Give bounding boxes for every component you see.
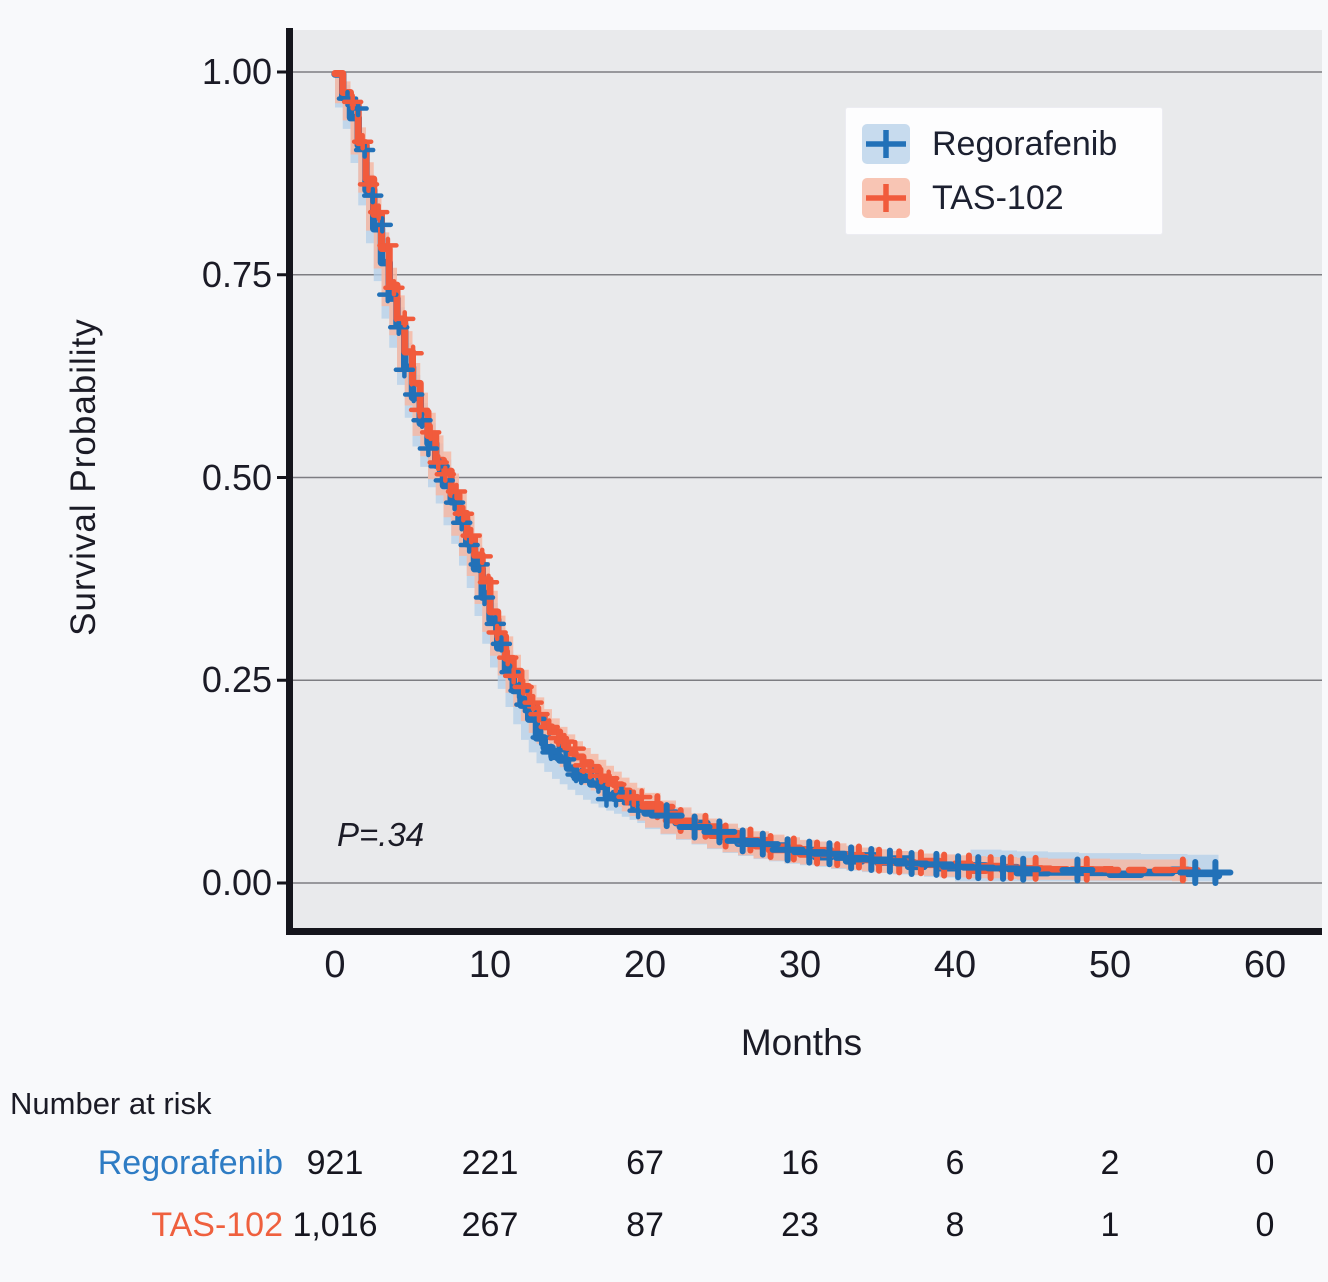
km-plot-canvas xyxy=(277,69,1322,886)
legend-item-regorafenib: Regorafenib xyxy=(862,122,1144,166)
p-value-annotation: P=.34 xyxy=(337,816,425,853)
risk-row-label-tas-102: TAS-102 xyxy=(151,1206,283,1244)
y-tick-label: 0.00 xyxy=(201,862,272,903)
risk-count: 221 xyxy=(461,1144,519,1182)
legend-label: TAS-102 xyxy=(932,178,1064,217)
x-tick-label: 40 xyxy=(933,944,977,986)
y-tick-label: 1.00 xyxy=(201,51,272,92)
y-axis-title: Survival Probability xyxy=(64,318,103,636)
y-tick-label: 0.50 xyxy=(201,456,272,498)
risk-count: 23 xyxy=(781,1206,819,1244)
censor-marks xyxy=(639,793,1234,886)
risk-count: 2 xyxy=(1100,1144,1120,1182)
legend-item-tas-102: TAS-102 xyxy=(862,176,1144,220)
risk-row-label-regorafenib: Regorafenib xyxy=(97,1144,283,1182)
x-tick-label: 10 xyxy=(468,944,512,986)
risk-count: 1,016 xyxy=(292,1206,378,1244)
y-tick-label: 0.25 xyxy=(201,659,272,701)
risk-count: 16 xyxy=(781,1144,819,1182)
risk-table-title: Number at risk xyxy=(10,1086,212,1121)
risk-count: 87 xyxy=(626,1206,664,1244)
x-tick-label: 0 xyxy=(324,944,346,986)
legend-label: Regorafenib xyxy=(932,124,1118,163)
x-axis-line xyxy=(286,928,1322,935)
risk-count: 8 xyxy=(945,1206,965,1244)
x-tick-label: 30 xyxy=(778,944,822,986)
x-tick-label: 50 xyxy=(1088,944,1132,986)
risk-count: 1 xyxy=(1100,1206,1120,1244)
risk-count: 6 xyxy=(945,1144,965,1182)
legend-swatch-plus-icon xyxy=(862,124,910,164)
legend-box: Regorafenib TAS-102 xyxy=(845,107,1163,235)
risk-count: 921 xyxy=(306,1144,364,1182)
x-tick-label: 60 xyxy=(1243,944,1287,986)
risk-count: 67 xyxy=(626,1144,664,1182)
early-censor-marks xyxy=(336,89,653,820)
y-axis-line xyxy=(286,28,293,935)
y-tick-label: 0.75 xyxy=(201,253,272,295)
risk-count: 0 xyxy=(1255,1144,1275,1182)
risk-count: 267 xyxy=(461,1206,519,1244)
x-axis-title: Months xyxy=(740,1022,863,1063)
legend-swatch-plus-icon xyxy=(862,178,910,218)
risk-count: 0 xyxy=(1255,1206,1275,1244)
x-tick-label: 20 xyxy=(623,944,667,986)
